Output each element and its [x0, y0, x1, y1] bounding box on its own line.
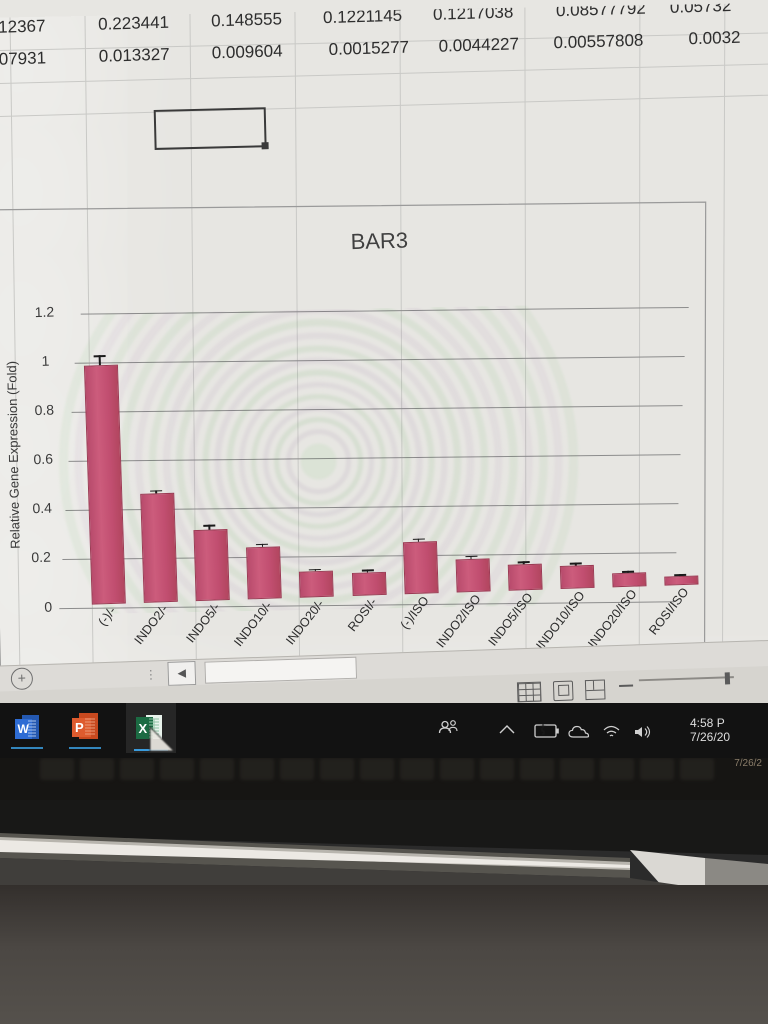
- svg-text:W: W: [18, 722, 30, 736]
- svg-text:P: P: [75, 720, 84, 735]
